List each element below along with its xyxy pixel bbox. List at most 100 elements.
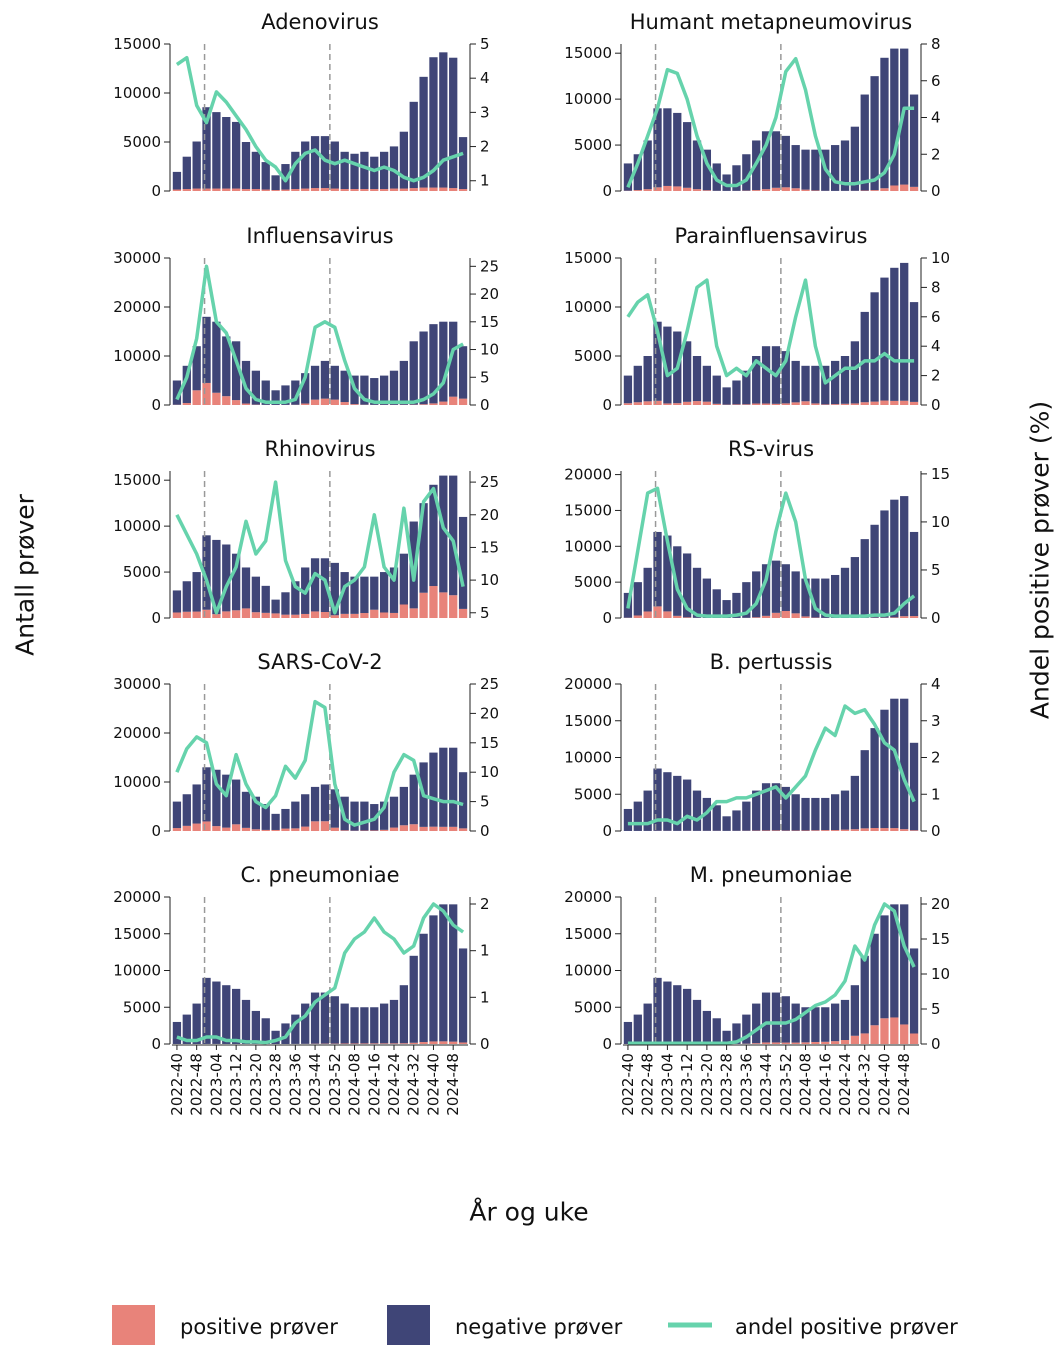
bar-positive xyxy=(633,402,642,405)
bar-positive xyxy=(379,189,389,191)
bar-negative xyxy=(182,1014,191,1044)
bar-positive xyxy=(212,614,221,618)
bar-positive xyxy=(890,1017,899,1044)
bar-negative xyxy=(439,52,448,188)
bar-negative xyxy=(419,503,428,593)
bar-positive xyxy=(212,188,221,191)
y-axis-title: Antall prøver xyxy=(11,493,40,656)
bar-negative xyxy=(202,977,211,1044)
bar-negative xyxy=(643,1003,652,1044)
bar-positive xyxy=(900,184,909,191)
bar-negative xyxy=(182,156,191,190)
y2-tick-label: 1 xyxy=(931,785,941,803)
bar-positive xyxy=(860,828,869,831)
y2-tick-label: 15 xyxy=(480,538,499,556)
share-line xyxy=(176,902,465,1045)
panel-title: Parainfluensavirus xyxy=(675,224,868,248)
bar-negative xyxy=(811,1007,820,1042)
bar-negative xyxy=(241,142,251,190)
bar-positive xyxy=(840,403,850,405)
y2-tick-label: 2 xyxy=(931,145,941,163)
y-tick-label: 10000 xyxy=(564,749,612,767)
bar-negative xyxy=(458,137,468,190)
bar-negative xyxy=(890,904,899,1018)
bar-negative xyxy=(860,94,869,191)
bar-positive xyxy=(389,1043,399,1044)
y-tick-label: 15000 xyxy=(564,249,612,267)
bar-negative xyxy=(860,539,869,618)
bar-negative xyxy=(458,948,468,1043)
bar-negative xyxy=(890,499,899,618)
bar-positive xyxy=(330,615,339,618)
bar-negative xyxy=(801,578,810,617)
bar-negative xyxy=(633,365,642,403)
bar-positive xyxy=(330,188,339,191)
bar-negative xyxy=(752,790,761,831)
bar-positive xyxy=(821,404,830,405)
bar-negative xyxy=(752,356,761,404)
y-tick-label: 0 xyxy=(602,822,612,840)
bar-negative xyxy=(350,576,359,614)
share-line xyxy=(175,699,464,827)
bar-negative xyxy=(880,915,889,1019)
x-tick-label: 2023-04 xyxy=(658,1053,676,1116)
x-tick-label: 2023-12 xyxy=(678,1053,696,1116)
y2-tick-label: 5 xyxy=(480,793,490,811)
bar-negative xyxy=(330,365,339,400)
bar-negative xyxy=(821,365,830,405)
bar-negative xyxy=(850,557,860,618)
bar-positive xyxy=(781,1042,790,1044)
bar-negative xyxy=(212,112,221,189)
bar-positive xyxy=(202,188,211,191)
bar-positive xyxy=(761,615,771,618)
x-tick-label: 2023-28 xyxy=(718,1053,736,1116)
bar-negative xyxy=(301,794,310,827)
y-tick-label: 0 xyxy=(151,1035,161,1053)
bar-positive xyxy=(633,615,642,618)
bar-positive xyxy=(182,189,191,191)
bar-negative xyxy=(409,521,418,609)
bar-negative xyxy=(732,592,741,618)
bar-positive xyxy=(172,828,182,831)
bar-positive xyxy=(449,188,458,191)
bar-positive xyxy=(202,609,211,618)
x-tick-label: 2023-20 xyxy=(698,1053,716,1116)
bar-negative xyxy=(722,1030,731,1044)
bar-negative xyxy=(830,574,840,618)
y2-tick-label: 10 xyxy=(931,965,950,983)
bar-negative xyxy=(742,582,751,618)
bar-positive xyxy=(222,827,231,831)
bar-negative xyxy=(192,1003,201,1044)
bar-negative xyxy=(330,562,339,616)
bar-positive xyxy=(761,189,771,191)
x-tick-label: 2024-40 xyxy=(424,1053,442,1116)
bar-positive xyxy=(821,830,830,831)
x-tick-label: 2024-08 xyxy=(346,1053,364,1116)
bar-negative xyxy=(399,131,409,189)
y-tick-label: 5000 xyxy=(123,998,161,1016)
y2-tick-label: 20 xyxy=(480,704,499,722)
bar-negative xyxy=(350,801,359,831)
bar-negative xyxy=(791,571,800,614)
bar-positive xyxy=(350,613,359,618)
bar-negative xyxy=(653,321,662,401)
bar-positive xyxy=(633,190,642,191)
bar-negative xyxy=(900,496,909,617)
share-line xyxy=(626,486,916,618)
bar-negative xyxy=(360,151,369,190)
bar-negative xyxy=(271,390,280,405)
bar-negative xyxy=(781,786,790,831)
y-tick-label: 5000 xyxy=(574,785,612,803)
y2-tick-label: 10 xyxy=(480,571,499,589)
bar-negative xyxy=(860,750,869,829)
bar-positive xyxy=(791,188,800,191)
bar-negative xyxy=(281,1023,290,1044)
bar-negative xyxy=(360,375,369,405)
y-tick-label: 5000 xyxy=(574,998,612,1016)
bar-negative xyxy=(399,553,409,605)
bar-negative xyxy=(801,365,810,402)
bar-negative xyxy=(890,48,899,186)
bar-positive xyxy=(653,400,662,405)
legend-label: andel positive prøver xyxy=(735,1315,958,1339)
bar-negative xyxy=(301,1003,310,1044)
